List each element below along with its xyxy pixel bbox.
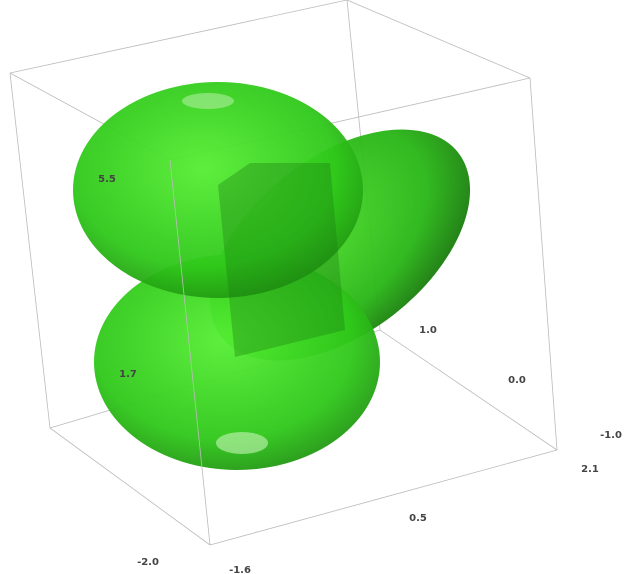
tick-label: 0.0 [508,375,526,386]
tick-label: 1.0 [419,325,437,336]
tick-label: -1.0 [600,430,622,441]
tick-label: 2.1 [581,464,599,475]
tick-label: 5.5 [98,174,116,185]
highlight [216,432,268,454]
tick-label: 0.5 [409,513,427,524]
tick-label: -2.0 [137,557,159,568]
tick-label: -1.6 [229,565,251,574]
tick-label: 1.7 [119,369,137,380]
tick-labels: 5.5 1.7 1.0 0.0 -1.0 2.1 0.5 -2.0 -1.6 [98,174,622,574]
lobe-bottom [94,254,380,470]
front-edges [49,159,558,546]
isosurface [73,82,471,470]
plane [218,163,345,357]
highlight [182,93,234,109]
lobe-top [73,82,363,298]
